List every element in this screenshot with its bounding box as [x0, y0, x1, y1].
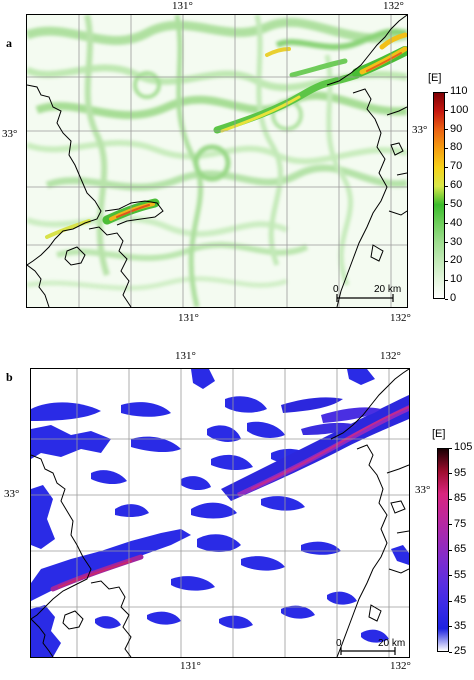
legend-tick-mark	[449, 549, 452, 551]
legend-tick-label: 105	[454, 441, 473, 453]
legend-tick-label: 75	[454, 517, 467, 530]
scalebar-a-start: 0	[333, 284, 339, 295]
lon-tick-top-131: 131°	[172, 0, 193, 12]
legend-tick-mark	[449, 498, 452, 500]
legend-tick-label: 60	[450, 179, 463, 192]
legend-tick-mark	[445, 242, 448, 244]
map-a-coastline	[27, 15, 407, 307]
legend-b-colorbar	[437, 448, 449, 652]
legend-tick-label: 40	[450, 216, 463, 229]
legend-tick-label: 65	[454, 543, 467, 555]
legend-tick-mark	[445, 298, 448, 300]
legend-tick-mark	[445, 185, 448, 187]
legend-tick-label: 80	[450, 141, 463, 154]
map-a-green-field	[27, 15, 407, 307]
map-a	[26, 14, 408, 308]
lon-tick-top-132: 132°	[380, 350, 401, 362]
legend-tick-mark	[449, 651, 452, 653]
legend-tick-label: 95	[454, 466, 467, 479]
scalebar-b-start: 0	[336, 638, 342, 649]
lat-tick-left-33: 33°	[4, 488, 20, 500]
legend-tick-mark	[449, 473, 452, 474]
map-a-grid	[27, 15, 407, 307]
lon-tick-top-131: 131°	[175, 350, 196, 362]
map-b	[30, 368, 410, 658]
legend-tick-label: 25	[454, 645, 467, 657]
lat-tick-right-33: 33°	[415, 484, 431, 496]
legend-tick-mark	[445, 204, 448, 206]
lon-tick-bottom-131: 131°	[180, 660, 201, 672]
legend-tick-mark	[445, 223, 448, 225]
legend-tick-label: 85	[454, 492, 467, 504]
legend-tick-label: 10	[450, 273, 463, 286]
map-b-coastline	[31, 369, 409, 657]
legend-tick-label: 20	[450, 254, 463, 267]
legend-tick-mark	[445, 91, 448, 93]
legend-tick-label: 30	[450, 235, 463, 248]
panel-b: b 131° 132° 131° 132° 33° 33°	[0, 340, 474, 680]
legend-tick-mark	[445, 279, 448, 281]
legend-tick-mark	[445, 166, 448, 168]
lon-tick-top-132: 132°	[383, 0, 404, 12]
map-a-hotspots	[45, 32, 407, 239]
lon-tick-bottom-132: 132°	[390, 660, 411, 672]
legend-tick-mark	[449, 524, 452, 525]
legend-tick-label: 90	[450, 122, 463, 135]
scalebar-b-end: 20 km	[378, 638, 406, 649]
legend-tick-mark	[445, 129, 448, 131]
panel-label: b	[6, 370, 13, 384]
panel-label: a	[6, 36, 12, 50]
lat-tick-right-33: 33°	[412, 124, 428, 136]
legend-tick-mark	[445, 110, 448, 112]
legend-tick-label: 45	[454, 594, 467, 606]
legend-tick-label: 0	[450, 292, 457, 304]
legend-tick-label: 35	[454, 619, 467, 632]
map-b-scalebar	[340, 647, 396, 655]
legend-tick-mark	[449, 447, 452, 449]
panel-a: a 131° 132° 131° 132° 33° 33°	[2, 0, 469, 324]
legend-b-unit: [E]	[432, 428, 446, 440]
scalebar-a-end: 20 km	[374, 284, 402, 295]
legend-tick-label: 55	[454, 568, 467, 581]
legend-tick-mark	[449, 575, 452, 576]
legend-a-colorbar	[433, 92, 445, 299]
lon-tick-bottom-131: 131°	[178, 312, 199, 324]
lon-tick-bottom-132: 132°	[390, 312, 411, 324]
legend-a-unit: [E]	[428, 72, 442, 84]
legend-tick-mark	[449, 626, 452, 627]
map-b-grid	[31, 369, 409, 657]
legend-tick-label: 100	[450, 103, 469, 116]
map-a-background	[27, 15, 407, 307]
legend-tick-mark	[449, 600, 452, 602]
lat-tick-left-33: 33°	[2, 128, 18, 140]
legend-tick-label: 50	[450, 197, 463, 210]
legend-tick-mark	[445, 260, 448, 262]
map-b-streak	[50, 395, 409, 592]
map-a-scalebar	[336, 294, 394, 302]
legend-tick-label: 70	[450, 160, 463, 173]
legend-tick-label: 110	[450, 85, 468, 97]
legend-tick-mark	[445, 147, 448, 149]
